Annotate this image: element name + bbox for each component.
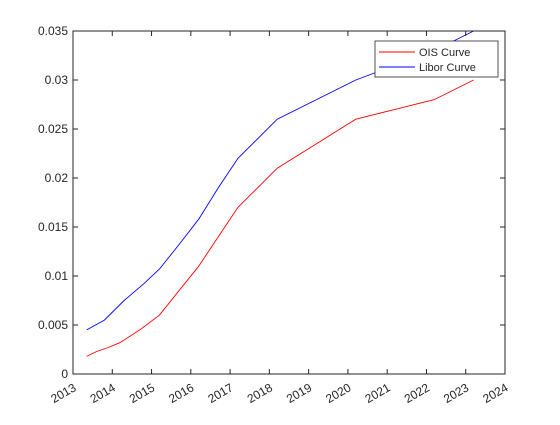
y-tick-label: 0.01 [45,269,69,283]
legend-label: Libor Curve [419,62,476,74]
y-axis: 0 0.005 0.01 0.015 0.02 0.025 0.03 0.035 [38,24,505,381]
y-tick-label: 0 [61,367,68,381]
y-tick-label: 0.025 [38,122,68,136]
y-tick-label: 0.015 [38,220,68,234]
series-line-ois-curve [86,79,474,357]
legend-label: OIS Curve [419,47,470,59]
legend-box [374,40,499,78]
y-tick-label: 0.03 [45,73,69,87]
axes-box [72,30,506,375]
legend: OIS Curve Libor Curve [374,40,499,78]
y-tick-label: 0.02 [45,171,69,185]
y-tick-label: 0.035 [38,24,68,38]
y-tick-label: 0.005 [38,318,68,332]
